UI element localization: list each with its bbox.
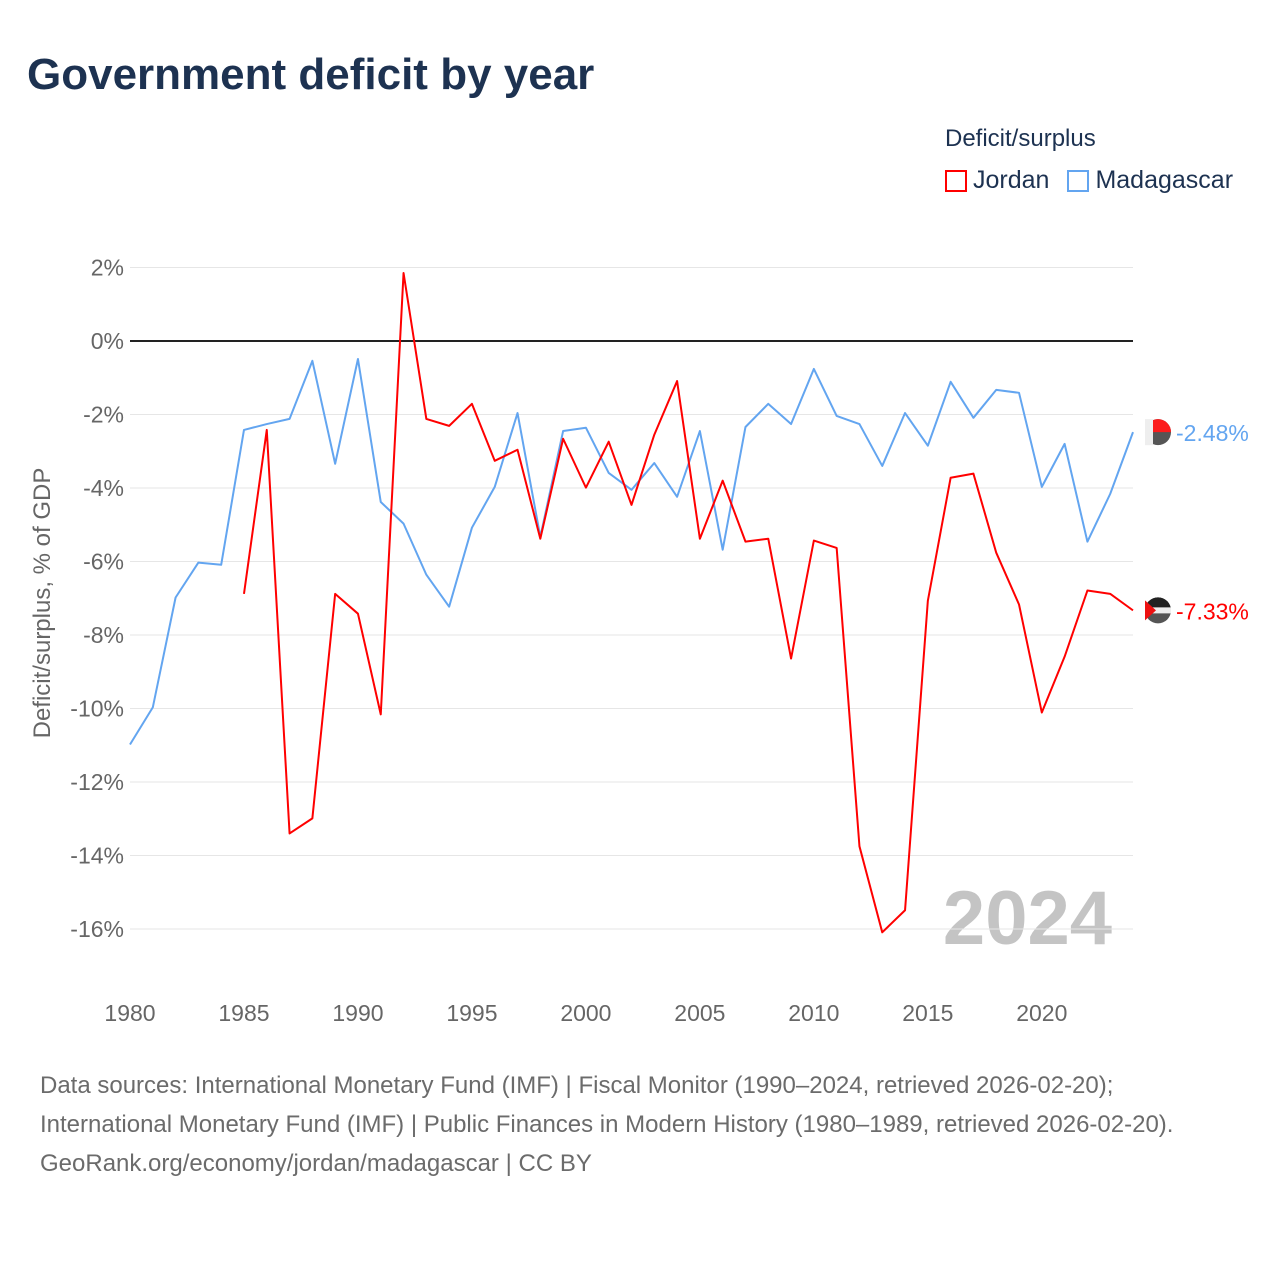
y-tick-label: -4% xyxy=(83,475,124,501)
y-tick-label: -10% xyxy=(70,696,124,722)
legend-label: Jordan xyxy=(973,166,1050,194)
flag-icon-jordan xyxy=(1145,597,1171,624)
x-tick-label: 1990 xyxy=(332,1000,383,1026)
flag-triangle xyxy=(1145,600,1156,621)
flag-white xyxy=(1145,419,1153,446)
x-tick-label: 2000 xyxy=(560,1000,611,1026)
series-line-jordan xyxy=(242,272,1134,934)
x-tick-label: 1995 xyxy=(446,1000,497,1026)
y-tick-label: -16% xyxy=(70,916,124,942)
x-tick-label: 1985 xyxy=(218,1000,269,1026)
legend-swatch-madagascar xyxy=(1067,169,1090,192)
footer: Data sources: International Monetary Fun… xyxy=(40,1066,1240,1183)
y-tick-label: -12% xyxy=(70,769,124,795)
credit-link[interactable]: GeoRank.org/economy/jordan/madagascar | … xyxy=(40,1150,592,1177)
legend-title: Deficit/surplus xyxy=(945,125,1096,152)
y-tick-label: -6% xyxy=(83,549,124,575)
x-tick-label: 2010 xyxy=(788,1000,839,1026)
y-tick-label: 2% xyxy=(91,255,124,281)
end-value-label: -2.48% xyxy=(1176,420,1249,446)
x-tick-label: 2020 xyxy=(1016,1000,1067,1026)
y-tick-label: -2% xyxy=(83,402,124,428)
end-value-label: -7.33% xyxy=(1176,598,1249,624)
x-tick-label: 2015 xyxy=(902,1000,953,1026)
legend-swatch-jordan xyxy=(945,169,967,192)
data-sources: Data sources: International Monetary Fun… xyxy=(40,1072,1174,1138)
y-tick-label: -8% xyxy=(83,622,124,648)
watermark-year: 2024 xyxy=(943,876,1112,961)
legend: Jordan Madagascar xyxy=(945,166,1233,195)
legend-label: Madagascar xyxy=(1095,166,1234,194)
line-chart: 2024 Deficit/surplus, % of GDP 2% 0% -2% -4… xyxy=(29,255,1249,1027)
y-tick-label: 0% xyxy=(91,328,124,354)
y-tick-label: -14% xyxy=(70,843,124,869)
x-tick-label: 1980 xyxy=(104,1000,155,1026)
y-axis-label: Deficit/surplus, % of GDP xyxy=(29,468,56,739)
legend-item-jordan[interactable]: Jordan xyxy=(945,166,1049,195)
flag-icon-madagascar xyxy=(1145,419,1171,446)
series-line-madagascar xyxy=(129,358,1134,746)
x-tick-label: 2005 xyxy=(674,1000,725,1026)
flag-white xyxy=(1145,607,1171,614)
legend-item-madagascar[interactable]: Madagascar xyxy=(1067,166,1233,195)
chart-title: Government deficit by year xyxy=(27,50,595,99)
